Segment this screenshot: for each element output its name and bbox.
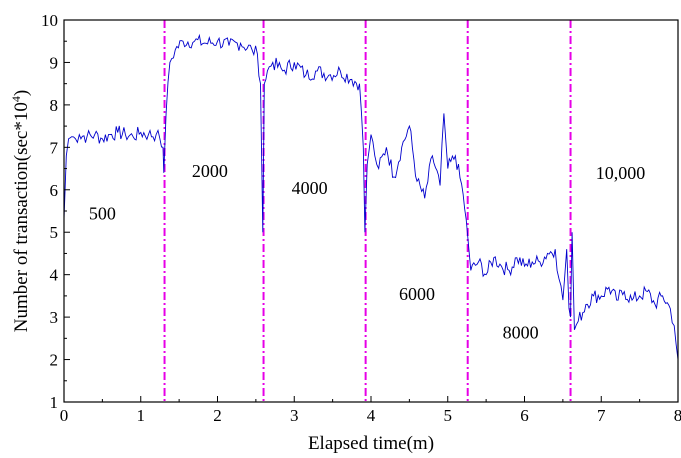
- phase-label: 4000: [292, 178, 328, 198]
- y-axis-title-sup: 4: [9, 96, 23, 102]
- y-tick-label: 6: [50, 181, 59, 200]
- y-tick-label: 10: [41, 11, 58, 30]
- y-tick-label: 2: [50, 351, 59, 370]
- phase-annotations: 500 2000 4000 6000 8000 10,000: [89, 161, 645, 342]
- y-tick-label: 3: [50, 308, 59, 327]
- phase-label: 10,000: [596, 163, 646, 183]
- y-axis-title-main: Number of transaction(sec*10: [11, 102, 32, 332]
- x-tick-label: 4: [367, 406, 376, 425]
- phase-label: 8000: [503, 322, 539, 342]
- x-tick-label: 1: [137, 406, 146, 425]
- y-tick-label: 9: [50, 53, 59, 72]
- x-tick-label: 8: [674, 406, 681, 425]
- x-tick-label: 0: [60, 406, 69, 425]
- x-tick-label: 3: [290, 406, 299, 425]
- x-tick-label: 5: [444, 406, 453, 425]
- series-line: [63, 33, 679, 360]
- x-tick-label: 6: [520, 406, 529, 425]
- series-lines: [63, 33, 679, 360]
- y-tick-label: 4: [50, 266, 59, 285]
- y-axis-title: Number of transaction(sec*104): [9, 90, 32, 332]
- x-tick-label: 2: [213, 406, 222, 425]
- y-axis-title-end: ): [11, 90, 32, 96]
- y-tick-label: 7: [50, 138, 59, 157]
- y-tick-label: 5: [50, 223, 59, 242]
- phase-label: 6000: [399, 284, 435, 304]
- y-tick-label: 1: [50, 393, 59, 412]
- x-axis-title: Elapsed time(m): [308, 433, 434, 454]
- phase-label: 500: [89, 203, 116, 223]
- phase-label: 2000: [192, 161, 228, 181]
- plot-frame: [63, 19, 679, 403]
- y-tick-label: 8: [50, 96, 59, 115]
- phase-dividers: [163, 20, 572, 402]
- x-tick-label: 7: [597, 406, 606, 425]
